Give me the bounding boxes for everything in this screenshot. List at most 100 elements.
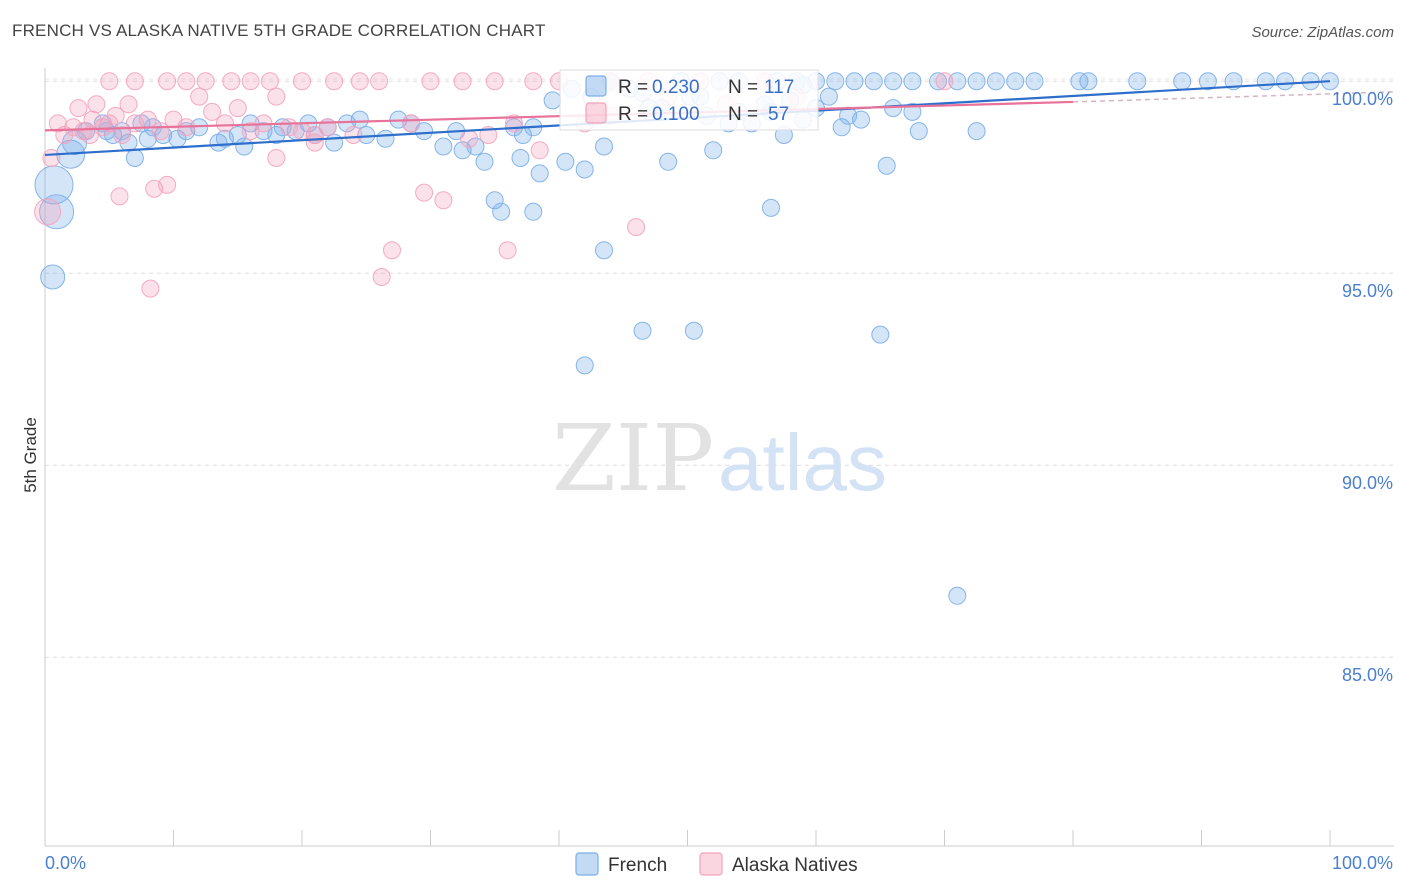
y-tick-label-1: 95.0%: [1342, 281, 1393, 301]
french-point-2: [40, 264, 66, 290]
source-credit: Source: ZipAtlas.com: [1251, 24, 1394, 41]
alaska-point-51: [935, 72, 954, 91]
french-point-87: [325, 133, 344, 152]
x-tick-label-0: 0.0%: [45, 853, 86, 873]
stats-french-n-label: N =: [728, 77, 758, 98]
alaska-point-39: [325, 72, 344, 91]
alaska-point-55: [158, 175, 177, 194]
french-point-93: [659, 152, 678, 171]
french-point-106: [832, 118, 851, 137]
french-point-101: [684, 321, 703, 340]
data-points: [34, 72, 1339, 605]
stats-alaska-r-value: 0.100: [652, 104, 700, 125]
stats-legend-box: [559, 69, 819, 131]
french-point-30: [350, 110, 369, 129]
french-point-40: [475, 152, 494, 171]
watermark-zip: ZIP: [552, 405, 714, 512]
french-point-109: [967, 122, 986, 141]
alaska-point-13: [119, 95, 138, 114]
alaska-point-35: [222, 72, 241, 91]
french-point-66: [864, 72, 883, 91]
french-point-77: [1128, 72, 1147, 91]
alaska-point-5: [69, 99, 88, 118]
alaska-point-40: [350, 72, 369, 91]
alaska-point-65: [305, 133, 324, 152]
french-point-119: [903, 102, 922, 121]
alaska-point-62: [530, 141, 549, 160]
french-point-65: [845, 72, 864, 91]
stats-french-n-value: 117: [764, 77, 794, 98]
alaska-point-59: [415, 183, 434, 202]
alaska-point-61: [498, 241, 517, 260]
legend-label-alaska: Alaska Natives: [732, 855, 858, 876]
french-point-97: [524, 202, 543, 221]
alaska-point-43: [453, 72, 472, 91]
alaska-point-22: [228, 99, 247, 118]
chart-title: FRENCH VS ALASKA NATIVE 5TH GRADE CORREL…: [12, 21, 546, 40]
alaska-point-0: [34, 198, 62, 226]
alaska-point-37: [260, 72, 279, 91]
alaska-point-30: [100, 72, 119, 91]
alaska-point-44: [485, 72, 504, 91]
stats-swatch-french: [585, 75, 607, 97]
french-point-88: [511, 149, 530, 167]
french-point-90: [556, 152, 575, 171]
alaska-point-42: [421, 72, 440, 91]
french-point-39: [466, 137, 485, 156]
french-point-86: [235, 137, 254, 156]
alaska-trend-line: [44, 100, 1074, 132]
alaska-point-63: [627, 218, 646, 237]
alaska-point-33: [177, 72, 196, 91]
stats-swatch-alaska: [585, 102, 607, 124]
y-tick-labels: 100.0% 95.0% 90.0% 85.0%: [1332, 89, 1393, 685]
y-tick-label-0: 100.0%: [1332, 89, 1393, 109]
french-point-71: [967, 72, 986, 91]
alaska-point-66: [344, 126, 363, 144]
french-point-82: [1276, 72, 1294, 91]
french-point-76: [1079, 72, 1098, 91]
alaska-point-52: [83, 110, 102, 129]
alaska-point-56: [383, 241, 401, 260]
legend-swatch-alaska: [699, 852, 723, 876]
french-point-99: [762, 198, 780, 217]
stats-alaska-r-label: R =: [618, 104, 648, 125]
alaska-point-12: [113, 126, 132, 144]
french-point-117: [852, 110, 870, 129]
french-point-85: [125, 149, 144, 167]
alaska-point-53: [110, 187, 129, 206]
stats-alaska-n-label: N =: [728, 104, 758, 125]
alaska-point-32: [158, 72, 177, 91]
legend-label-french: French: [608, 855, 667, 876]
alaska-point-58: [141, 279, 160, 298]
french-point-91: [575, 160, 594, 179]
y-tick-label-2: 90.0%: [1342, 473, 1393, 493]
bottom-legend: French Alaska Natives: [575, 852, 858, 876]
french-point-1: [39, 194, 75, 230]
french-point-74: [1025, 72, 1044, 91]
alaska-point-68: [460, 129, 479, 148]
alaska-point-31: [125, 72, 144, 91]
french-point-69: [929, 72, 948, 91]
alaska-point-21: [215, 114, 234, 133]
french-point-41: [485, 191, 504, 210]
legend-swatch-french: [575, 852, 599, 876]
french-point-98: [595, 241, 613, 260]
y-axis-label: 5th Grade: [21, 417, 40, 493]
alaska-point-25: [267, 87, 286, 106]
alaska-point-60: [434, 191, 453, 210]
french-point-96: [492, 202, 511, 221]
alaska-point-11: [106, 106, 125, 125]
alaska-point-38: [293, 72, 311, 91]
french-point-94: [704, 141, 723, 160]
french-point-103: [575, 356, 594, 375]
alaska-point-45: [524, 72, 543, 91]
french-point-100: [633, 321, 652, 340]
alaska-point-34: [196, 72, 215, 91]
alaska-point-8: [87, 95, 106, 114]
french-point-64: [826, 72, 845, 91]
french-point-45: [543, 91, 562, 110]
french-point-89: [530, 164, 549, 183]
watermark-atlas: atlas: [718, 418, 887, 507]
stats-french-r-label: R =: [618, 77, 648, 98]
